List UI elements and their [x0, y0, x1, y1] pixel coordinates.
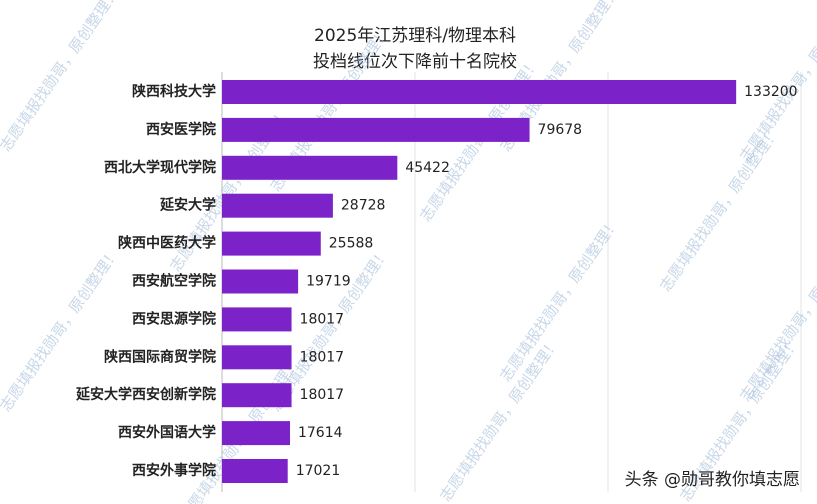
y-tick-label: 陕西科技大学 [132, 83, 216, 100]
y-tick-label: 西安医学院 [146, 121, 216, 138]
y-tick-label: 西安思源学院 [132, 310, 216, 327]
bar [222, 117, 530, 142]
y-tick-label: 西北大学现代学院 [104, 159, 216, 176]
value-label: 17021 [296, 463, 341, 479]
y-tick-label: 陕西国际商贸学院 [104, 348, 216, 365]
bar [222, 307, 292, 332]
watermark: 志愿填报找勋哥，原创整理！ [0, 0, 123, 155]
bar [222, 421, 290, 446]
chart-title: 2025年江苏理科/物理本科 [314, 26, 516, 46]
bar [222, 193, 333, 218]
watermark: 志愿填报找勋哥，原创整理！ [656, 125, 783, 295]
bar [222, 383, 292, 408]
value-label: 18017 [300, 349, 345, 365]
y-tick-label: 延安大学西安创新学院 [75, 386, 216, 403]
y-tick-label: 西安航空学院 [132, 273, 216, 290]
value-label: 79678 [538, 122, 583, 138]
value-label: 45422 [405, 160, 450, 176]
y-tick-label: 陕西中医药大学 [118, 235, 216, 252]
y-tick-label: 延安大学 [159, 197, 216, 214]
watermark: 志愿填报找勋哥，原创整理！ [496, 215, 623, 385]
chart-title: 投档线位次下降前十名院校 [313, 52, 517, 72]
bar [222, 269, 299, 294]
watermark: 志愿填报找勋哥，原创整理！ [436, 335, 563, 504]
bar [222, 345, 292, 370]
value-label: 25588 [329, 236, 374, 252]
bar [222, 80, 737, 104]
value-label: 18017 [300, 311, 345, 327]
y-tick-label: 西安外事学院 [132, 462, 216, 479]
value-label: 19719 [306, 274, 351, 290]
value-label: 28728 [341, 198, 386, 214]
y-tick-label: 西安外国语大学 [118, 424, 216, 441]
value-label: 133200 [744, 84, 797, 100]
bar [222, 459, 288, 483]
value-label: 18017 [300, 387, 345, 403]
value-label: 17614 [298, 425, 343, 441]
bar [222, 231, 321, 256]
bar [222, 155, 398, 180]
footer: 头条 @勋哥教你填志愿 [625, 470, 800, 490]
